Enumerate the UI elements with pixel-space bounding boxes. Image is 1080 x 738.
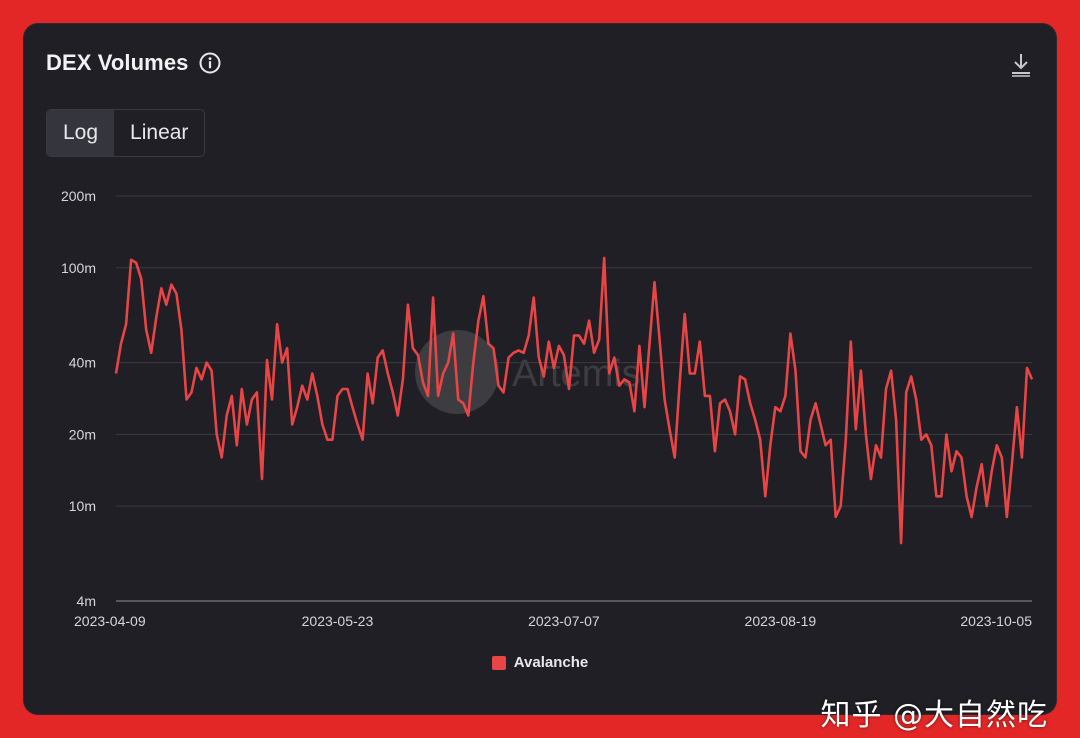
linear-scale-button[interactable]: Linear	[130, 121, 189, 144]
y-tick-label: 10m	[69, 498, 96, 514]
legend-swatch-avalanche	[491, 655, 506, 670]
y-tick-label: 40m	[69, 355, 96, 371]
x-tick-label: 2023-10-05	[960, 613, 1032, 629]
x-tick-label: 2023-05-23	[302, 613, 374, 629]
y-tick-label: 100m	[61, 260, 96, 276]
title-row: DEX Volumes	[46, 50, 221, 76]
y-tick-label: 200m	[61, 188, 96, 204]
legend-label-avalanche[interactable]: Avalanche	[513, 654, 589, 671]
scale-toggle: Log Linear	[46, 109, 206, 157]
legend: Avalanche	[24, 654, 1056, 671]
x-tick-label: 2023-04-09	[74, 613, 146, 629]
x-tick-label: 2023-07-07	[528, 613, 600, 629]
download-icon[interactable]	[1010, 52, 1032, 78]
chart-title: DEX Volumes	[46, 50, 189, 75]
y-tick-label: 4m	[77, 593, 96, 609]
watermark-text: 知乎 @大自然吃	[820, 698, 1048, 733]
info-icon[interactable]	[199, 52, 221, 74]
log-scale-button[interactable]: Log	[47, 110, 115, 156]
chart-card: DEX Volumes Log Linear Artemis 200m 100m 4…	[24, 24, 1056, 714]
series-line-avalanche	[114, 256, 1034, 545]
y-tick-label: 20m	[69, 426, 96, 442]
x-tick-label: 2023-08-19	[745, 613, 817, 629]
artemis-watermark-text: Artemis	[512, 353, 641, 395]
line-chart: Artemis 200m 100m 40m 20m 10m 4m 2023-04-09 20…	[61, 188, 1034, 629]
